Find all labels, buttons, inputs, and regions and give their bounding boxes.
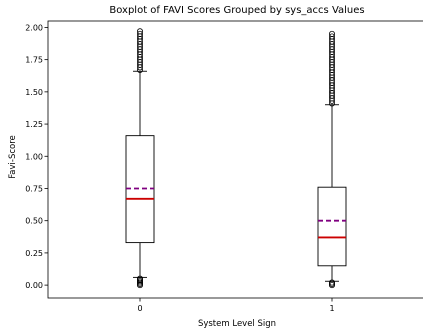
box-group-0 bbox=[125, 28, 155, 289]
outlier-point bbox=[328, 33, 335, 40]
plot-frame bbox=[47, 20, 423, 299]
x-tick-label: 1 bbox=[329, 304, 334, 313]
box-iqr bbox=[317, 186, 347, 267]
y-axis-label: Favi-Score bbox=[8, 135, 18, 179]
x-tick-label: 0 bbox=[137, 304, 142, 313]
outlier-point bbox=[136, 275, 143, 282]
boxes-layer bbox=[125, 28, 347, 289]
y-tick-label: 0.25 bbox=[25, 249, 43, 258]
y-tick-label: 1.75 bbox=[25, 56, 43, 65]
outlier-point bbox=[136, 28, 143, 35]
outlier-point bbox=[136, 30, 143, 37]
y-axis: 0.00 0.25 0.50 0.75 1.00 1.25 1.50 1.75 2.00 bbox=[25, 23, 48, 290]
box-group-1 bbox=[317, 30, 347, 289]
y-tick-label: 0.50 bbox=[25, 217, 43, 226]
chart-title: Boxplot of FAVI Scores Grouped by sys_ac… bbox=[109, 5, 364, 16]
outlier-point bbox=[328, 279, 335, 286]
y-tick-label: 0.00 bbox=[25, 281, 43, 290]
y-tick-label: 2.00 bbox=[25, 23, 43, 32]
y-tick-label: 1.00 bbox=[25, 152, 43, 161]
x-axis-label: System Level Sign bbox=[198, 319, 276, 329]
y-tick-label: 1.50 bbox=[25, 88, 43, 97]
y-tick-label: 0.75 bbox=[25, 184, 43, 193]
y-tick-label: 1.25 bbox=[25, 120, 43, 129]
outlier-point bbox=[328, 30, 335, 37]
